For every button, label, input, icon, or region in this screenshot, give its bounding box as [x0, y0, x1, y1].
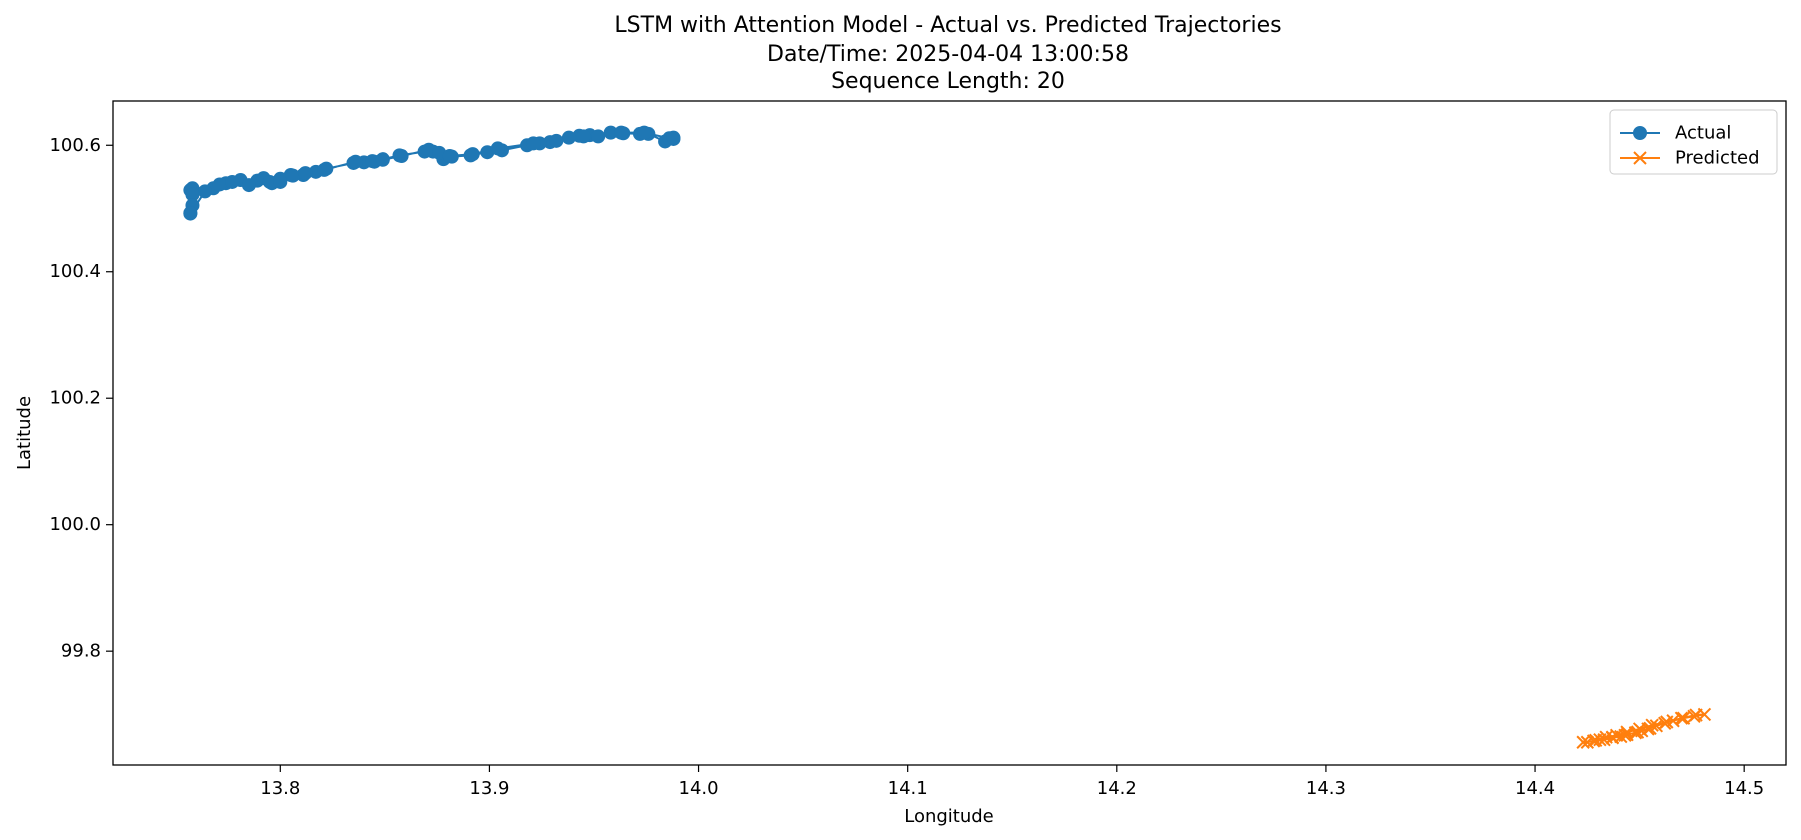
chart-title-line-3: Sequence Length: 20: [831, 69, 1065, 94]
actual-point: [526, 136, 541, 151]
predicted-point: [1676, 711, 1691, 725]
predicted-point: [1630, 725, 1645, 739]
chart-title-line-1: LSTM with Attention Model - Actual vs. P…: [614, 13, 1281, 38]
actual-point: [666, 130, 681, 145]
x-tick-label: 14.5: [1724, 778, 1764, 799]
actual-point: [285, 168, 300, 183]
x-tick-label: 14.4: [1515, 778, 1555, 799]
predicted-point: [1593, 732, 1607, 747]
y-tick-label: 100.2: [49, 388, 101, 409]
legend-actual-swatch: [1620, 126, 1660, 140]
actual-point: [317, 162, 332, 177]
actual-point: [614, 125, 629, 140]
predicted-point: [1689, 708, 1703, 722]
actual-point: [198, 184, 213, 199]
actual-point: [549, 133, 564, 148]
series-actual: [183, 125, 681, 221]
legend-predicted-swatch: [1620, 151, 1660, 165]
actual-point: [225, 174, 240, 189]
actual-point: [591, 129, 606, 144]
x-axis-label: Longitude: [904, 806, 994, 827]
y-axis-label: Latitude: [14, 396, 35, 470]
predicted-point: [1605, 730, 1620, 744]
actual-point: [375, 152, 390, 167]
actual-point: [637, 125, 652, 140]
actual-point: [262, 174, 277, 189]
y-tick-label: 99.8: [61, 641, 101, 662]
x-tick-label: 14.2: [1097, 778, 1137, 799]
actual-point: [394, 149, 409, 164]
plot-area: [183, 125, 1712, 749]
x-axis-ticks: 13.8 13.9 14.0 14.1 14.2 14.3 14.4 14.5: [260, 765, 1764, 799]
legend-actual-label: Actual: [1675, 123, 1731, 144]
x-tick-label: 14.0: [679, 778, 719, 799]
actual-point: [183, 206, 198, 221]
actual-point: [561, 130, 576, 145]
legend-actual-marker: [1633, 126, 1647, 140]
actual-point: [212, 177, 227, 192]
legend-predicted-marker: [1633, 151, 1647, 165]
actual-point: [465, 147, 480, 162]
predicted-point: [1643, 721, 1657, 736]
actual-point: [490, 141, 505, 156]
chart-title-line-2: Date/Time: 2025-04-04 13:00:58: [767, 42, 1129, 67]
actual-point: [185, 187, 200, 202]
actual-point: [603, 125, 618, 140]
x-tick-label: 14.3: [1306, 778, 1346, 799]
predicted-point: [1620, 727, 1634, 742]
y-tick-label: 100.0: [49, 514, 101, 535]
predicted-point: [1660, 715, 1674, 729]
series-predicted: [1576, 707, 1712, 749]
actual-point: [273, 174, 288, 189]
x-tick-label: 14.1: [888, 778, 928, 799]
predicted-point: [1580, 735, 1595, 749]
legend-predicted-label: Predicted: [1675, 148, 1760, 169]
x-tick-label: 13.8: [260, 778, 300, 799]
actual-point: [442, 149, 457, 164]
y-axis-ticks: 99.8 100.0 100.2 100.4 100.6: [49, 135, 113, 662]
y-tick-label: 100.6: [49, 135, 101, 156]
y-tick-label: 100.4: [49, 261, 101, 282]
actual-point: [576, 129, 591, 144]
predicted-point: [1618, 728, 1632, 742]
axes-frame: [112, 100, 1787, 766]
predicted-point: [1674, 711, 1689, 725]
actual-point: [241, 178, 256, 193]
actual-point: [298, 166, 313, 181]
legend: Actual Predicted: [1609, 109, 1778, 175]
actual-point: [348, 154, 363, 169]
predicted-point: [1588, 733, 1603, 748]
actual-point: [365, 154, 380, 169]
x-tick-label: 13.9: [469, 778, 509, 799]
